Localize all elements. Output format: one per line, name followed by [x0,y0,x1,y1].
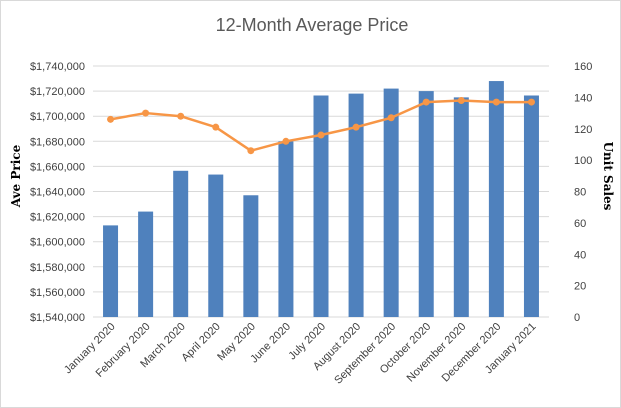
line-point [177,112,185,120]
line-point [212,123,220,131]
left-tick-label: $1,540,000 [30,312,85,324]
right-tick-label: 40 [574,249,586,261]
bar [383,88,399,317]
x-tick-label: September 2020 [332,321,398,387]
right-tick-label: 140 [574,92,592,104]
bar [138,211,154,317]
line-point [282,137,290,145]
left-tick-label: $1,600,000 [30,237,85,249]
line-point [352,123,360,131]
right-tick-label: 0 [574,312,580,324]
right-tick-label: 160 [574,61,592,73]
line-series [107,97,535,155]
right-tick-label: 60 [574,218,586,230]
line-point [317,131,325,139]
bar [348,93,364,317]
bar [523,95,539,318]
bar [103,225,119,317]
left-axis-ticks: $1,540,000 $1,560,000 $1,580,000 $1,600,000… [30,61,85,324]
left-tick-label: $1,660,000 [30,161,85,173]
line-point [387,114,395,122]
right-axis-title: Unit Sales [601,142,615,211]
left-tick-label: $1,720,000 [30,86,85,98]
right-tick-label: 20 [574,281,586,293]
right-axis-ticks: 0 20 40 60 80 100 120 140 160 [574,61,592,324]
bar [173,170,189,317]
left-tick-label: $1,580,000 [30,262,85,274]
line-point [142,109,150,117]
right-tick-label: 120 [574,124,592,136]
bar [488,81,504,317]
left-tick-label: $1,740,000 [30,61,85,73]
left-tick-label: $1,620,000 [30,212,85,224]
line-point [107,115,115,123]
bar [418,91,434,317]
left-tick-label: $1,560,000 [30,287,85,299]
bar [453,97,469,317]
left-axis-title: Ave Price [9,144,23,208]
right-tick-label: 80 [574,187,586,199]
bar [278,141,294,317]
line-point [527,98,535,106]
line-point [247,147,255,155]
chart-title: 12-Month Average Price [216,15,409,35]
left-tick-label: $1,680,000 [30,136,85,148]
left-tick-label: $1,700,000 [30,111,85,123]
line-point [422,98,430,106]
right-tick-label: 100 [574,155,592,167]
bar-series [103,81,539,318]
line-point [492,98,500,106]
x-tick-label: April 2020 [179,321,223,365]
bar [208,174,224,317]
left-tick-label: $1,640,000 [30,187,85,199]
line-point [457,97,465,105]
bar [243,195,259,317]
bar [313,95,329,318]
